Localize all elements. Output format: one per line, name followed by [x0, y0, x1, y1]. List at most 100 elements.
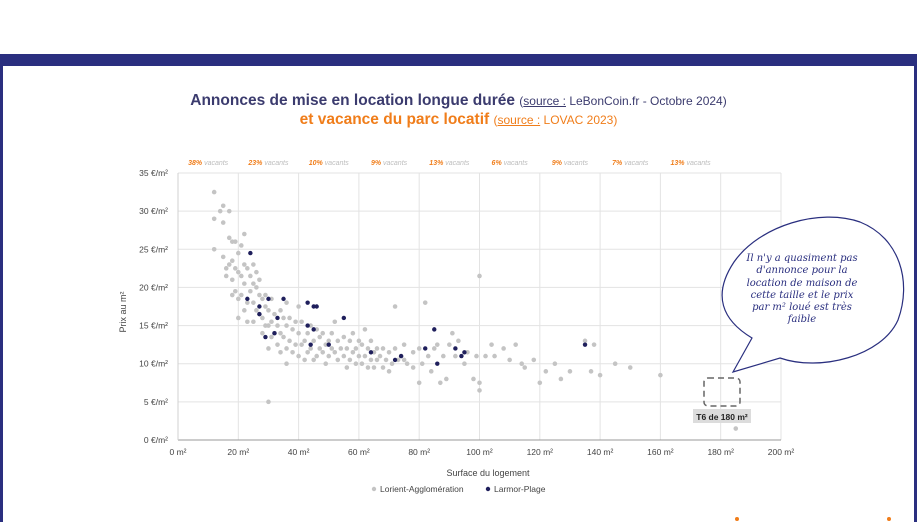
point-lorient [416, 380, 422, 386]
point-lorient [229, 292, 235, 298]
point-larmor [326, 342, 331, 347]
point-lorient [410, 365, 416, 370]
point-lorient [456, 338, 461, 344]
point-lorient [477, 380, 482, 386]
point-lorient [362, 353, 368, 359]
t6-label: T6 de 180 m² [696, 412, 748, 422]
point-lorient [359, 361, 365, 367]
point-lorient [305, 349, 310, 355]
point-lorient [368, 338, 374, 344]
point-lorient [254, 285, 259, 290]
legend-marker-larmor [485, 486, 491, 492]
highlight-dashed-box [703, 377, 741, 407]
point-lorient [392, 346, 398, 351]
point-lorient [248, 288, 253, 294]
point-lorient [308, 346, 313, 351]
point-lorient [275, 323, 280, 328]
point-larmor [314, 304, 319, 309]
point-lorient [447, 342, 452, 347]
y-tick-label: 25 €/m² [139, 244, 168, 254]
data-points [211, 189, 739, 431]
point-lorient [278, 349, 283, 355]
point-lorient [386, 369, 392, 374]
point-larmor [305, 300, 310, 305]
axes: 0 m² 20 m² 40 m² 60 m² 80 m² 100 m² 120 m² 140 … [139, 168, 794, 457]
point-lorient [296, 353, 301, 359]
point-lorient [220, 220, 226, 225]
point-lorient [444, 376, 449, 382]
x-tick-label: 120 m² [527, 447, 554, 457]
vacancy-label: 13% vacants [429, 160, 470, 167]
point-lorient [422, 300, 428, 305]
point-lorient [211, 216, 217, 222]
point-lorient [335, 357, 341, 363]
point-lorient [220, 203, 226, 209]
point-lorient [347, 357, 353, 363]
x-tick-label: 60 m² [348, 447, 370, 457]
point-lorient [260, 315, 265, 321]
point-lorient [229, 277, 235, 283]
point-lorient [552, 361, 558, 367]
point-lorient [329, 330, 335, 336]
title-accent: et vacance du parc locatif [299, 111, 490, 128]
x-tick-label: 100 m² [466, 447, 493, 457]
y-tick-label: 30 €/m² [139, 206, 168, 216]
point-lorient [254, 308, 259, 313]
vacancy-label: 13% vacants [671, 160, 712, 167]
callout-text: Il n'y a quasiment pas d'annonce pour la… [746, 253, 858, 326]
point-lorient [356, 353, 362, 359]
x-tick-label: 140 m² [587, 447, 614, 457]
point-lorient [299, 319, 304, 325]
point-larmor [311, 327, 316, 332]
point-lorient [257, 292, 262, 298]
y-axis-label: Prix au m² [118, 291, 128, 332]
point-lorient [471, 376, 476, 382]
point-lorient [287, 315, 292, 321]
point-lorient [326, 338, 332, 344]
point-lorient [236, 315, 241, 321]
point-lorient [733, 426, 739, 431]
point-lorient [401, 342, 407, 347]
point-lorient [341, 334, 347, 340]
point-lorient [284, 300, 289, 305]
point-larmor [459, 353, 464, 359]
x-tick-label: 80 m² [408, 447, 430, 457]
point-lorient [347, 338, 353, 344]
point-lorient [431, 346, 437, 351]
point-lorient [332, 319, 338, 325]
point-lorient [302, 357, 307, 363]
point-lorient [332, 349, 338, 355]
point-lorient [290, 349, 295, 355]
point-lorient [293, 342, 298, 347]
point-lorient [232, 239, 238, 244]
point-lorient [272, 311, 277, 317]
point-lorient [266, 346, 271, 351]
point-lorient [251, 281, 256, 286]
point-larmor [368, 350, 374, 355]
point-lorient [350, 349, 356, 355]
point-lorient [323, 361, 329, 367]
point-lorient [320, 349, 326, 355]
x-axis-label: Surface du logement [446, 468, 530, 478]
point-lorient [386, 349, 392, 355]
point-lorient [320, 330, 326, 336]
point-larmor [305, 323, 310, 328]
point-lorient [226, 235, 232, 241]
point-larmor [308, 342, 313, 347]
point-lorient [359, 342, 365, 347]
point-larmor [435, 361, 440, 366]
point-larmor [281, 296, 286, 302]
x-tick-label: 20 m² [227, 447, 249, 457]
point-lorient [522, 365, 528, 370]
point-lorient [531, 357, 537, 363]
point-larmor [582, 342, 588, 347]
point-larmor [257, 304, 262, 309]
point-lorient [434, 342, 440, 347]
point-lorient [558, 376, 564, 382]
point-lorient [275, 342, 280, 347]
point-lorient [278, 308, 283, 313]
point-lorient [281, 315, 286, 321]
point-lorient [658, 372, 663, 378]
point-lorient [232, 266, 238, 271]
point-lorient [269, 334, 274, 340]
